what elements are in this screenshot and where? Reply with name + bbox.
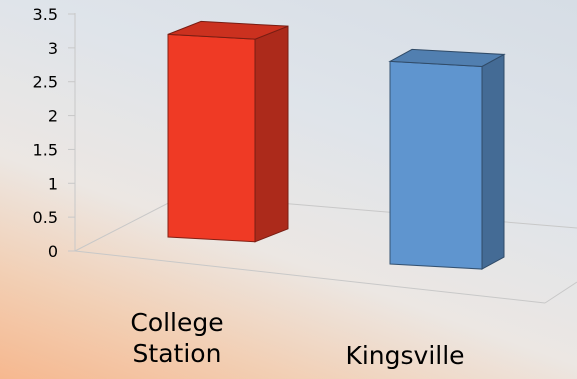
bar-front-face: [167, 33, 256, 243]
y-tick-label: 0.5: [33, 208, 58, 227]
category-label-college-station: College Station: [130, 308, 224, 368]
y-tick-label: 1.5: [33, 140, 58, 159]
floor-left-edge: [74, 194, 185, 252]
y-tick-label: 2: [48, 107, 58, 126]
category-label-kingsville: Kingsville: [345, 341, 465, 370]
bar-front-face: [389, 60, 483, 270]
bar-side-face: [481, 53, 505, 270]
y-tick-label: 1: [48, 174, 58, 193]
y-tick-label: 3.5: [33, 5, 58, 24]
y-tick-label: 2.5: [33, 73, 58, 92]
y-axis-ticks: 0 0.5 1 1.5 2 2.5 3 3.5: [33, 5, 75, 261]
chart-bars: [167, 20, 506, 270]
bar-side-face: [254, 25, 289, 243]
bar-top-face: [388, 48, 506, 67]
floor-front-edge: [74, 250, 546, 304]
floor-right-edge: [544, 281, 577, 304]
bar-kingsville: [388, 48, 506, 270]
y-tick-label: 0: [48, 242, 58, 261]
bar-college-station: [167, 20, 289, 243]
bar-top-face: [167, 20, 289, 40]
y-tick-label: 3: [48, 39, 58, 58]
